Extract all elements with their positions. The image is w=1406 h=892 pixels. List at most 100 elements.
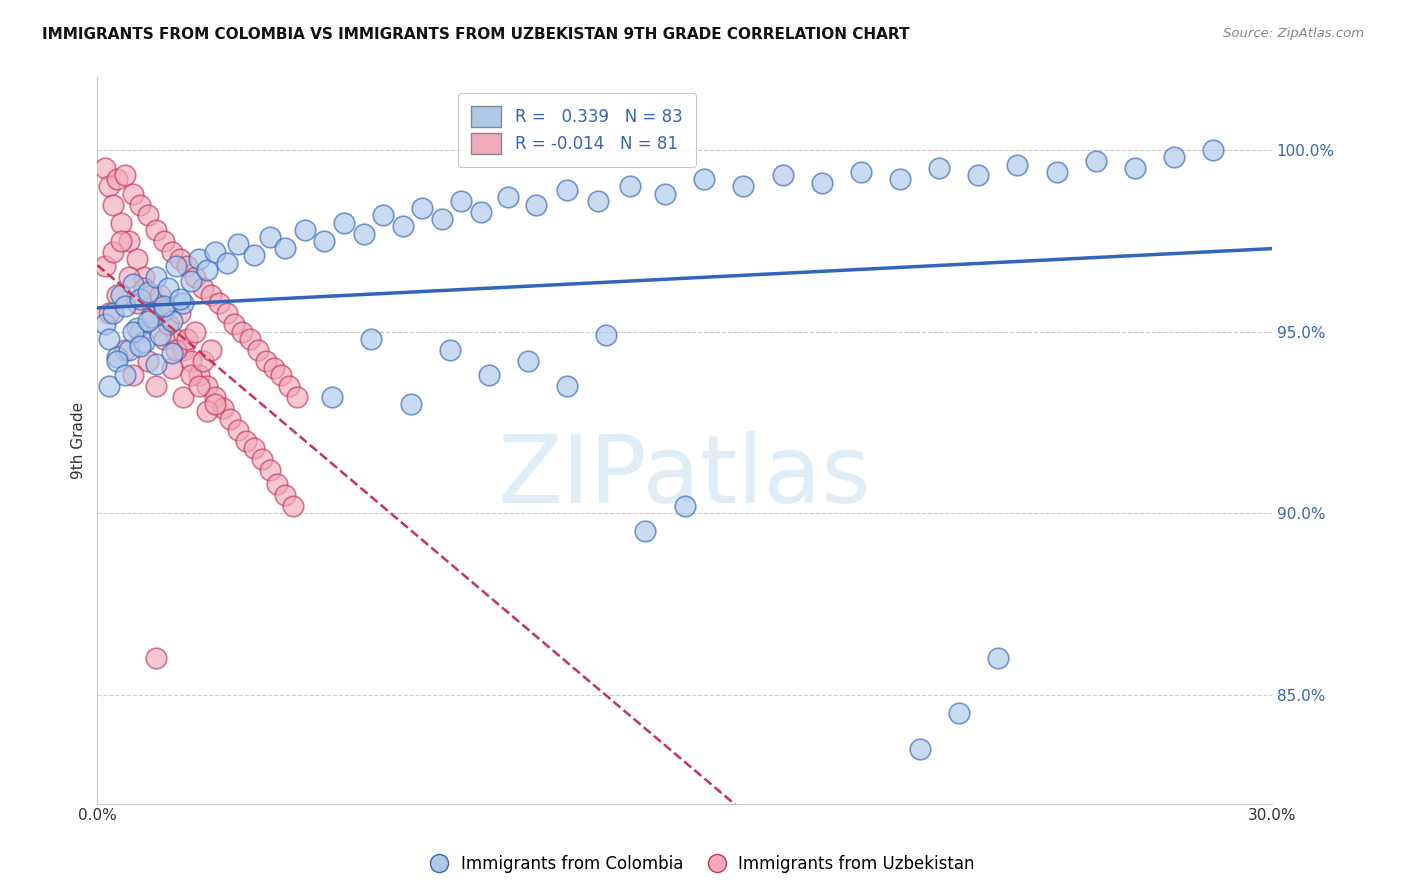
Point <box>1123 161 1146 176</box>
Point <box>94 259 117 273</box>
Point <box>281 499 304 513</box>
Point <box>141 306 163 320</box>
Point <box>450 194 472 208</box>
Point <box>145 223 167 237</box>
Point <box>176 259 198 273</box>
Point <box>105 350 128 364</box>
Point <box>1045 165 1067 179</box>
Point <box>121 325 143 339</box>
Point <box>145 270 167 285</box>
Point <box>595 328 617 343</box>
Point <box>110 234 132 248</box>
Point <box>160 314 183 328</box>
Point <box>1084 153 1107 168</box>
Point <box>110 288 132 302</box>
Point <box>176 332 198 346</box>
Point <box>928 161 950 176</box>
Point <box>180 353 202 368</box>
Point <box>239 332 262 346</box>
Point <box>219 411 242 425</box>
Point <box>129 325 152 339</box>
Point <box>967 169 990 183</box>
Point <box>654 186 676 201</box>
Point <box>498 190 520 204</box>
Point <box>191 281 214 295</box>
Text: IMMIGRANTS FROM COLOMBIA VS IMMIGRANTS FROM UZBEKISTAN 9TH GRADE CORRELATION CHA: IMMIGRANTS FROM COLOMBIA VS IMMIGRANTS F… <box>42 27 910 42</box>
Point <box>145 357 167 371</box>
Point <box>184 270 207 285</box>
Point <box>195 404 218 418</box>
Point <box>772 169 794 183</box>
Point <box>470 204 492 219</box>
Point <box>693 172 716 186</box>
Point <box>98 379 121 393</box>
Point <box>399 397 422 411</box>
Point <box>169 252 191 266</box>
Point <box>204 244 226 259</box>
Point <box>360 332 382 346</box>
Point <box>160 346 183 360</box>
Point <box>195 379 218 393</box>
Point <box>149 288 172 302</box>
Point <box>165 259 187 273</box>
Point <box>285 390 308 404</box>
Point <box>373 208 395 222</box>
Point <box>226 423 249 437</box>
Point <box>101 197 124 211</box>
Point <box>524 197 547 211</box>
Point <box>204 397 226 411</box>
Point <box>118 234 141 248</box>
Point <box>98 179 121 194</box>
Point <box>121 186 143 201</box>
Point <box>211 401 233 415</box>
Point <box>136 353 159 368</box>
Y-axis label: 9th Grade: 9th Grade <box>72 402 86 479</box>
Point <box>411 201 433 215</box>
Point <box>321 390 343 404</box>
Point <box>314 234 336 248</box>
Point <box>634 524 657 539</box>
Point <box>274 488 297 502</box>
Point <box>810 176 832 190</box>
Point <box>224 318 246 332</box>
Point <box>121 277 143 292</box>
Point <box>173 390 195 404</box>
Point <box>156 281 179 295</box>
Point <box>180 274 202 288</box>
Point <box>153 302 176 317</box>
Point <box>246 343 269 357</box>
Legend: R =   0.339   N = 83, R = -0.014   N = 81: R = 0.339 N = 83, R = -0.014 N = 81 <box>458 93 696 167</box>
Point <box>259 230 281 244</box>
Point <box>153 332 176 346</box>
Point <box>98 332 121 346</box>
Point <box>188 379 211 393</box>
Point <box>555 379 578 393</box>
Point <box>136 208 159 222</box>
Point <box>110 216 132 230</box>
Point <box>478 368 501 383</box>
Point <box>153 299 176 313</box>
Point <box>215 306 238 320</box>
Point <box>250 451 273 466</box>
Point <box>156 318 179 332</box>
Point <box>134 270 156 285</box>
Point <box>353 227 375 241</box>
Point <box>1007 158 1029 172</box>
Point <box>908 742 931 756</box>
Point <box>987 651 1010 665</box>
Point <box>243 248 266 262</box>
Point <box>226 237 249 252</box>
Point <box>254 353 277 368</box>
Point <box>149 306 172 320</box>
Legend: Immigrants from Colombia, Immigrants from Uzbekistan: Immigrants from Colombia, Immigrants fro… <box>425 848 981 880</box>
Point <box>98 306 121 320</box>
Point <box>333 216 356 230</box>
Point <box>129 197 152 211</box>
Point <box>145 651 167 665</box>
Point <box>153 234 176 248</box>
Point <box>160 244 183 259</box>
Point <box>129 339 152 353</box>
Point <box>118 270 141 285</box>
Point <box>118 343 141 357</box>
Point <box>266 477 288 491</box>
